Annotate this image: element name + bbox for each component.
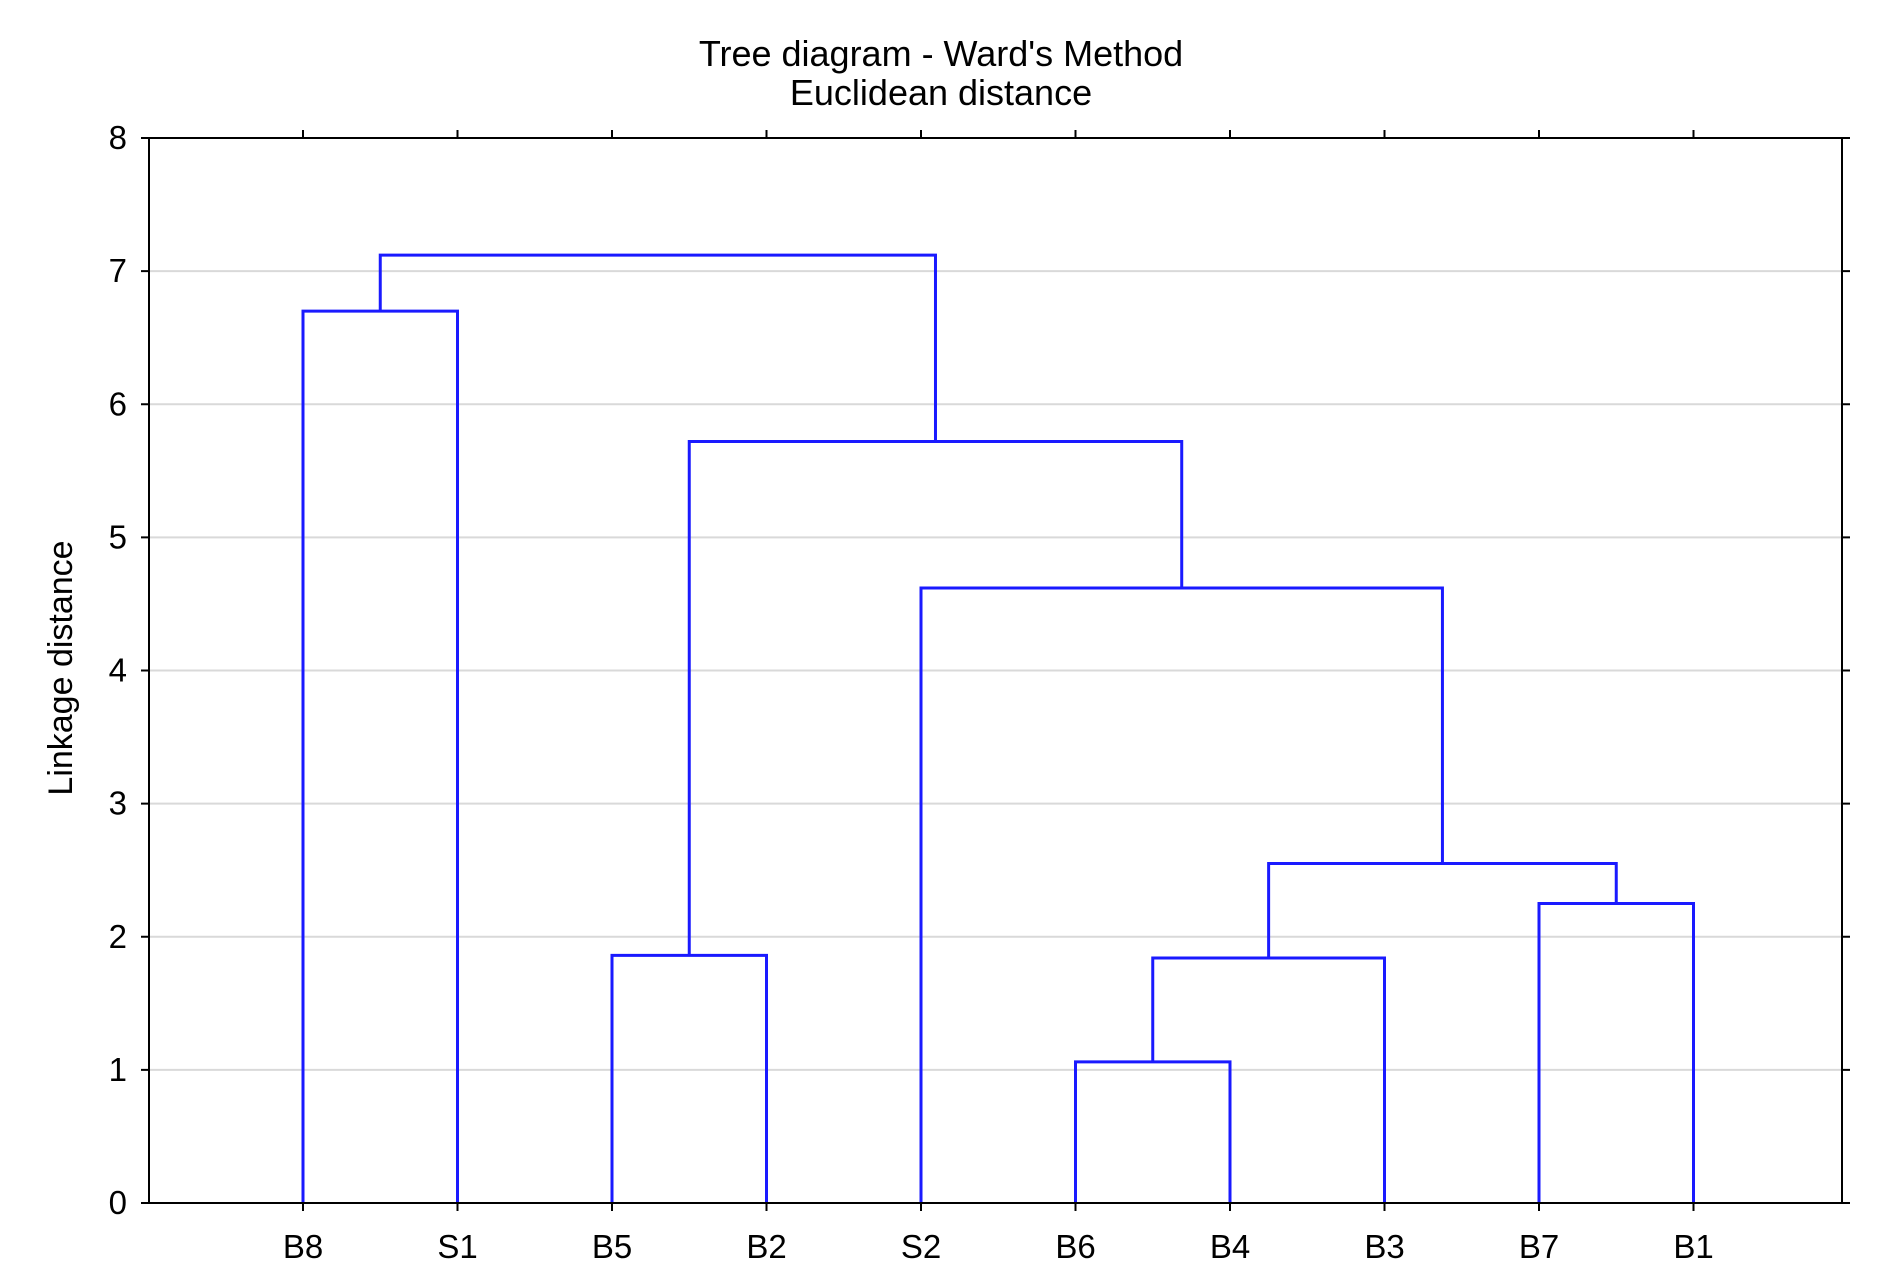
x-tick-label-S2: S2 bbox=[901, 1228, 941, 1265]
x-tick-label-B2: B2 bbox=[746, 1228, 786, 1265]
x-tick-label-S1: S1 bbox=[437, 1228, 477, 1265]
y-tick-label-0: 0 bbox=[109, 1184, 127, 1221]
y-tick-label-7: 7 bbox=[109, 252, 127, 289]
merge-link-m1 bbox=[1074, 1060, 1232, 1203]
y-axis-label: Linkage distance bbox=[42, 540, 80, 795]
x-tick-label-B4: B4 bbox=[1210, 1228, 1250, 1265]
axes bbox=[141, 130, 1850, 1211]
y-tick-label-8: 8 bbox=[109, 119, 127, 156]
merge-link-m9 bbox=[378, 253, 937, 442]
x-tick-label-B3: B3 bbox=[1364, 1228, 1404, 1265]
x-tick-label-B1: B1 bbox=[1673, 1228, 1713, 1265]
y-tick-label-6: 6 bbox=[109, 385, 127, 422]
y-tick-label-4: 4 bbox=[109, 652, 127, 689]
y-tick-label-1: 1 bbox=[109, 1051, 127, 1088]
chart-subtitle: Euclidean distance bbox=[790, 72, 1092, 113]
y-tick-label-3: 3 bbox=[109, 785, 127, 822]
merge-link-m4 bbox=[1537, 901, 1695, 1203]
x-tick-label-B6: B6 bbox=[1055, 1228, 1095, 1265]
x-tick-label-B5: B5 bbox=[592, 1228, 632, 1265]
x-tick-label-B8: B8 bbox=[283, 1228, 323, 1265]
x-tick-label-B7: B7 bbox=[1519, 1228, 1559, 1265]
y-tick-label-5: 5 bbox=[109, 518, 127, 555]
merge-link-m8 bbox=[301, 309, 459, 1203]
gridlines bbox=[149, 270, 1842, 1071]
chart-title: Tree diagram - Ward's Method bbox=[699, 33, 1183, 74]
merge-link-m6 bbox=[919, 586, 1444, 1203]
y-tick-labels: 0 1 2 3 4 5 6 7 8 bbox=[109, 119, 127, 1221]
x-tick-labels: B8 S1 B5 B2 S2 B6 B4 B3 B7 B1 bbox=[283, 1228, 1714, 1265]
merge-link-m3 bbox=[610, 953, 768, 1203]
dendrogram-links bbox=[301, 253, 1695, 1203]
y-tick-label-2: 2 bbox=[109, 918, 127, 955]
